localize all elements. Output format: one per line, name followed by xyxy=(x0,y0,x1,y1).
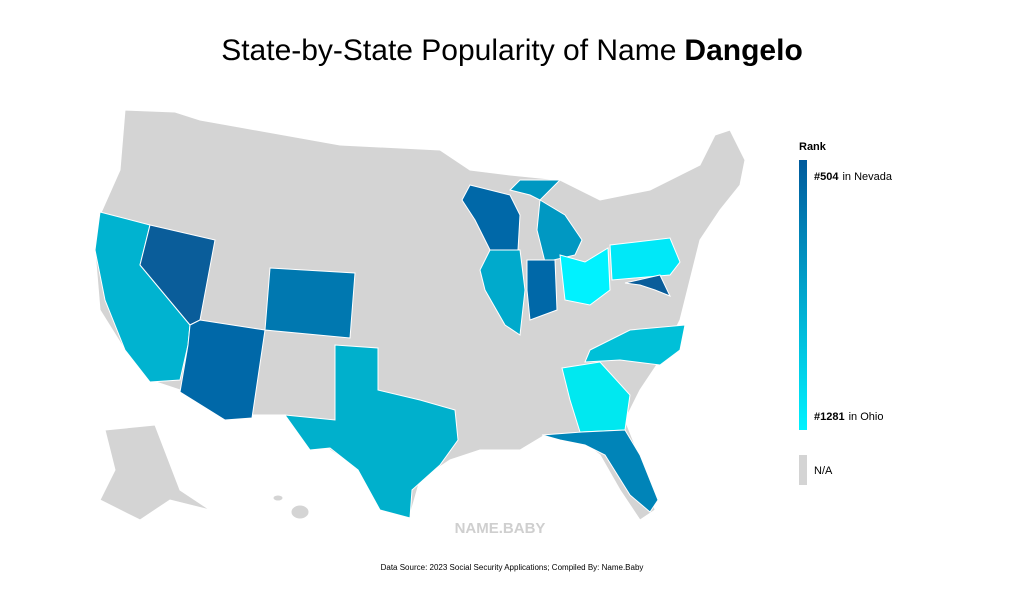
state xyxy=(264,267,356,339)
map xyxy=(94,109,746,521)
state xyxy=(526,259,558,321)
legend-gradient xyxy=(799,160,807,430)
state xyxy=(479,249,526,336)
legend-na-swatch xyxy=(799,455,807,485)
state xyxy=(541,429,659,513)
legend-bottom: #1281 in Ohio xyxy=(814,411,883,423)
state xyxy=(559,247,611,306)
state xyxy=(283,344,459,519)
source: Data Source: 2023 Social Security Applic… xyxy=(381,563,644,572)
state xyxy=(609,237,681,281)
title-text: State-by-State Popularity of Name xyxy=(221,34,676,67)
legend-top-label: in Nevada xyxy=(842,171,892,183)
title-name: Dangelo xyxy=(684,34,802,67)
legend-title: Rank xyxy=(799,141,827,153)
hawaii xyxy=(272,494,284,502)
legend-na: N/A xyxy=(814,465,833,477)
legend-top: #504 in Nevada xyxy=(814,171,893,183)
state xyxy=(624,274,672,297)
state xyxy=(584,324,686,366)
alaska xyxy=(99,424,211,521)
hawaii xyxy=(290,504,310,520)
legend-top-rank: #504 xyxy=(814,171,839,183)
state xyxy=(509,179,583,263)
legend-bottom-rank: #1281 xyxy=(814,411,845,423)
title: State-by-State Popularity of Name Dangelo xyxy=(221,34,803,67)
state xyxy=(179,319,266,421)
legend-bottom-label: in Ohio xyxy=(849,411,884,423)
watermark: NAME.BABY xyxy=(455,520,546,537)
